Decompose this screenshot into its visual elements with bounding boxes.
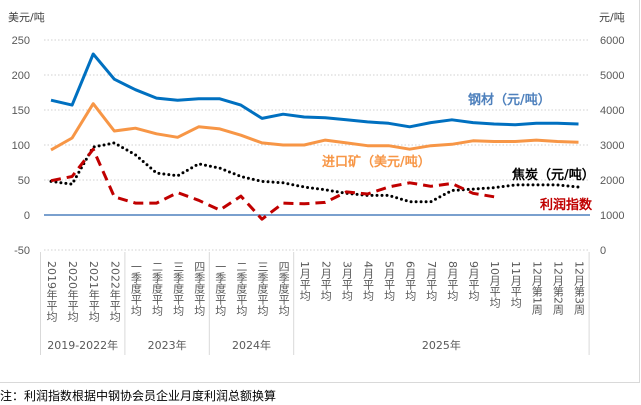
footnote: 注：利润指数根据中钢协会员企业月度利润总额换算 [0, 389, 277, 403]
series-line-2 [49, 141, 580, 204]
left-tick-label: 200 [12, 70, 30, 82]
category-label: 9月平均 [467, 261, 480, 301]
category-label: 二季度平均 [150, 261, 164, 316]
left-tick-label: 0 [24, 210, 30, 222]
left-axis-unit: 美元/吨 [8, 11, 45, 24]
category-label: 2022年平均 [108, 261, 122, 322]
category-label: 10月平均 [488, 261, 502, 308]
group-label: 2023年 [147, 339, 187, 352]
group-label: 2024年 [231, 339, 271, 352]
left-tick-label: 150 [12, 105, 30, 117]
category-label: 2月平均 [319, 261, 333, 301]
left-tick-label: -50 [14, 245, 30, 257]
category-label: 四季度平均 [192, 261, 206, 316]
category-label: 12月第2周 [551, 261, 565, 315]
chart-frame [0, 0, 640, 383]
group-label: 2019-2022年 [47, 339, 119, 352]
right-axis-unit: 元/吨 [599, 11, 625, 24]
category-label: 3月平均 [340, 261, 354, 301]
category-label: 一季度平均 [129, 261, 143, 316]
category-label: 四季度平均 [277, 261, 291, 316]
category-label: 二季度平均 [234, 261, 248, 316]
category-label: 三季度平均 [256, 261, 269, 316]
category-label: 三季度平均 [171, 261, 185, 316]
right-tick-label: 5000 [600, 70, 624, 82]
left-tick-label: 100 [12, 140, 30, 152]
category-label: 7月平均 [424, 261, 438, 301]
legend-ore: 进口矿（美元/吨） [322, 155, 431, 170]
category-label: 2020年平均 [66, 261, 80, 322]
category-label: 6月平均 [403, 261, 417, 301]
left-tick-label: 250 [12, 35, 30, 47]
right-tick-label: 0 [600, 245, 606, 257]
series-line-3 [50, 147, 495, 221]
legend-steel: 钢材（元/吨） [468, 93, 551, 108]
right-tick-label: 1000 [600, 210, 624, 222]
category-label: 2021年平均 [87, 261, 101, 322]
category-label: 12月第1周 [530, 261, 544, 315]
category-label: 11月平均 [509, 261, 523, 308]
legend-coke: 焦炭（元/吨） [512, 168, 595, 183]
group-label: 2025年 [421, 339, 461, 352]
category-label: 1月平均 [298, 261, 312, 301]
category-label: 一季度平均 [213, 261, 227, 316]
category-label: 5月平均 [382, 261, 396, 301]
category-label: 4月平均 [361, 261, 375, 301]
right-tick-label: 4000 [600, 105, 624, 117]
left-tick-label: 50 [18, 175, 30, 187]
right-tick-label: 6000 [600, 35, 624, 47]
series-line-1 [50, 102, 579, 152]
legend-profit: 利润指数 [540, 198, 593, 213]
right-tick-label: 2000 [600, 175, 624, 187]
category-label: 8月平均 [445, 261, 459, 301]
category-label: 12月第3周 [572, 261, 586, 315]
series-line-0 [50, 52, 579, 129]
category-label: 2019年平均 [45, 261, 58, 322]
right-tick-label: 3000 [600, 140, 624, 152]
